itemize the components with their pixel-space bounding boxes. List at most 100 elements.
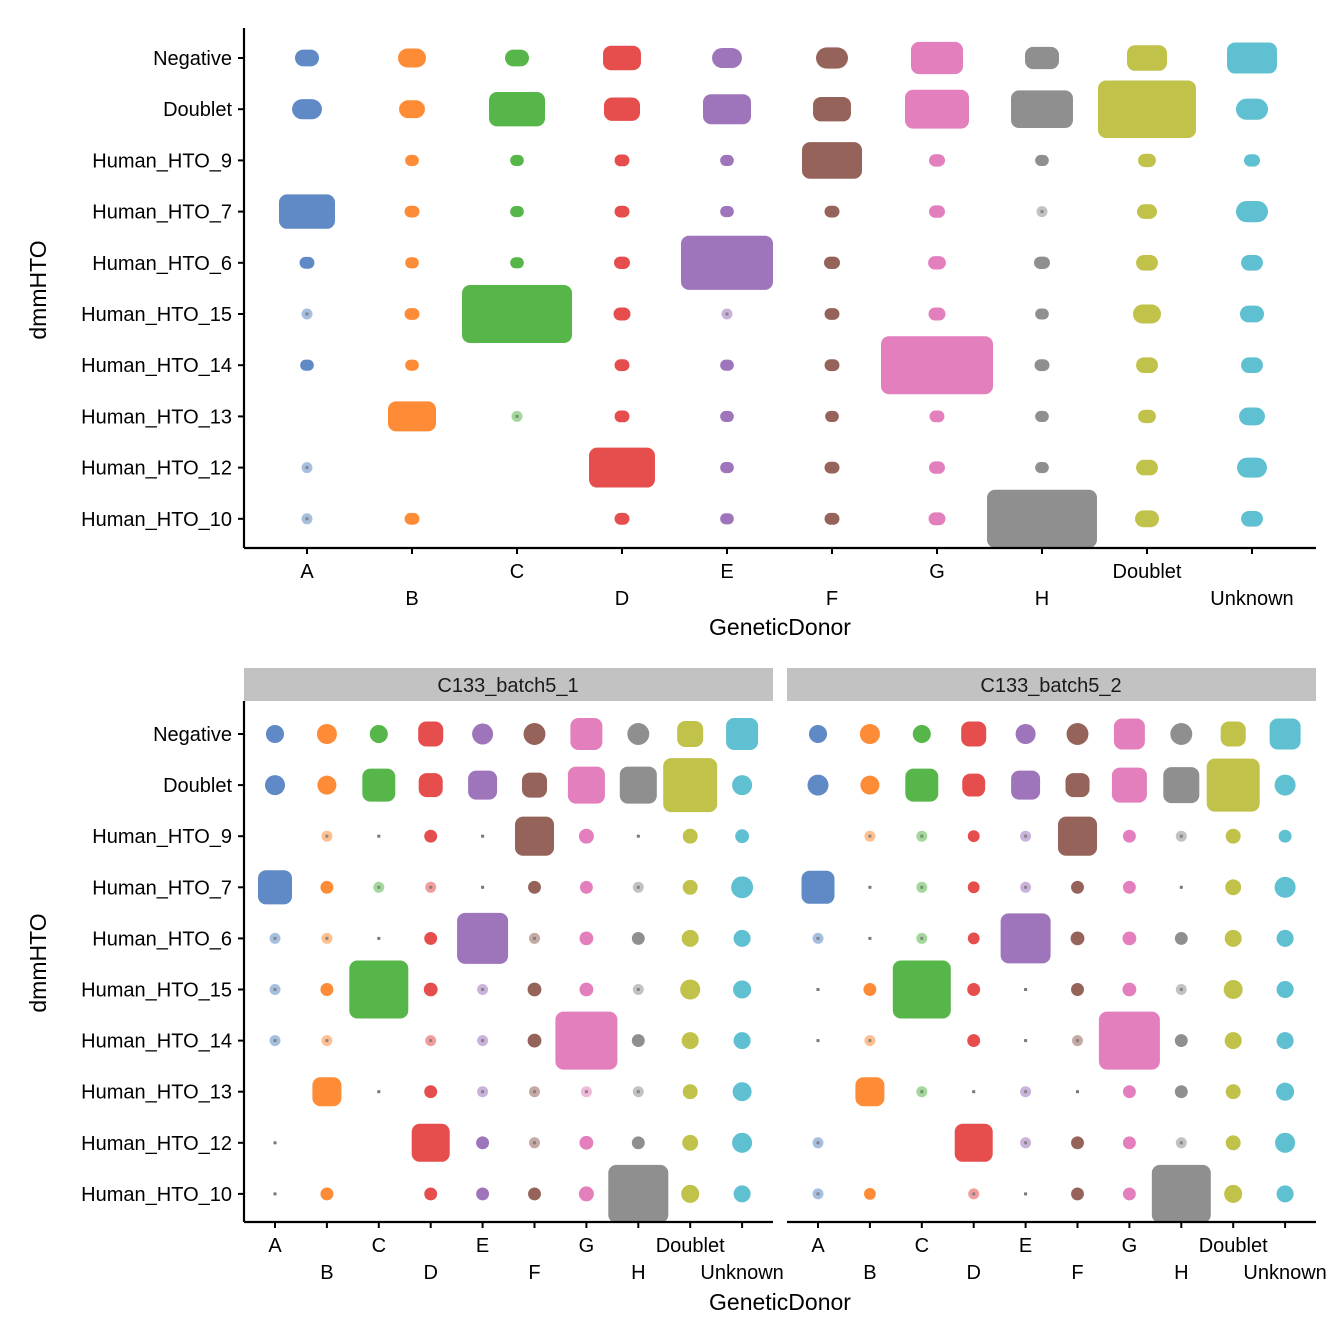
point-cloud-g-human_hto_6 [579,931,594,946]
point-cloud-a-human_hto_14 [300,359,314,371]
point-cloud-doublet-negative [1127,45,1167,71]
point-single-center [920,936,924,940]
point-empty-marker [868,885,872,889]
point-single-center [636,885,640,889]
point-cloud-d-human_hto_14 [614,359,630,372]
point-cloud-h-human_hto_6 [1034,256,1050,269]
point-cloud-e-human_hto_6 [681,235,773,290]
point-cloud-unknown-human_hto_13 [732,1082,752,1102]
point-cloud-unknown-human_hto_9 [1244,154,1260,167]
point-cloud-b-negative [316,723,337,745]
point-cloud-f-human_hto_12 [1071,1136,1084,1150]
point-single-center [816,1141,820,1145]
y-tick-label: Human_HTO_10 [81,1184,232,1206]
point-cloud-g-negative [570,718,603,750]
point-single-center [725,312,729,316]
point-cloud-doublet-human_hto_13 [682,1084,698,1100]
point-cloud-unknown-human_hto_14 [733,1032,751,1050]
point-cloud-a-negative [295,49,319,67]
point-cloud-g-human_hto_9 [578,828,594,844]
point-cloud-e-human_hto_6 [457,912,509,964]
point-single-center [325,834,329,838]
point-cloud-e-human_hto_7 [720,206,734,218]
point-single-center [972,1192,976,1196]
x-tick-label: B [320,1262,333,1284]
point-cloud-doublet-human_hto_7 [682,879,698,895]
x-tick-label: C [372,1235,386,1257]
point-single-center [816,936,820,940]
point-cloud-f-human_hto_15 [1071,983,1084,996]
point-cloud-unknown-human_hto_12 [732,1132,753,1153]
point-cloud-unknown-human_hto_7 [731,876,754,899]
point-single-center [1024,885,1028,889]
point-cloud-g-human_hto_6 [928,256,946,270]
point-cloud-c-negative [912,724,931,744]
point-cloud-b-human_hto_7 [320,880,334,894]
x-tick-label: F [528,1262,540,1284]
point-cloud-d-human_hto_15 [967,983,981,996]
x-tick-label: G [1122,1235,1138,1257]
point-empty-marker [816,988,820,991]
point-cloud-b-human_hto_13 [855,1077,885,1107]
point-cloud-h-negative [627,723,650,745]
point-cloud-unknown-human_hto_13 [1276,1082,1295,1101]
point-cloud-d-doublet [604,97,640,121]
point-cloud-unknown-human_hto_6 [733,929,751,947]
point-cloud-d-human_hto_10 [614,512,630,525]
point-single-center [1076,1039,1079,1043]
point-cloud-b-negative [859,723,880,745]
point-empty-marker [1024,1039,1028,1043]
point-cloud-f-human_hto_6 [824,256,840,269]
point-cloud-e-human_hto_12 [720,462,734,474]
point-cloud-d-human_hto_7 [614,205,630,218]
point-cloud-d-human_hto_7 [967,881,980,894]
point-cloud-g-human_hto_15 [579,982,594,997]
y-tick-label: Human_HTO_12 [81,1133,232,1155]
point-cloud-e-doublet [468,770,498,800]
point-cloud-doublet-human_hto_7 [1137,204,1157,219]
point-cloud-doublet-human_hto_14 [681,1032,699,1050]
point-empty-marker [1024,1192,1028,1196]
x-tick-label: H [1035,588,1049,610]
point-single-center [584,1090,588,1094]
point-cloud-f-negative [1066,723,1089,745]
point-empty-marker [481,834,485,838]
point-cloud-c-negative [505,49,529,67]
point-cloud-doublet-human_hto_7 [1225,879,1242,896]
point-cloud-g-negative [1113,718,1145,750]
x-tick-label: Unknown [700,1262,783,1284]
point-cloud-f-negative [523,723,546,745]
point-cloud-g-human_hto_14 [1098,1011,1160,1070]
point-cloud-f-doublet [521,772,548,798]
point-cloud-d-human_hto_12 [589,447,655,488]
point-cloud-h-human_hto_10 [987,489,1097,548]
point-cloud-h-human_hto_12 [1035,462,1049,474]
x-tick-label: E [720,561,733,583]
point-cloud-b-human_hto_13 [312,1077,342,1107]
x-tick-label: B [863,1262,876,1284]
point-cloud-unknown-negative [726,718,759,750]
point-cloud-g-human_hto_13 [1122,1085,1136,1099]
x-tick-label: C [510,561,524,583]
point-cloud-c-doublet [905,768,939,802]
point-cloud-c-human_hto_15 [892,960,951,1019]
point-cloud-unknown-human_hto_15 [733,980,752,999]
point-cloud-doublet-negative [677,720,704,748]
point-single-center [868,834,872,838]
point-cloud-f-human_hto_13 [825,410,839,422]
facet-strip [244,668,773,701]
point-cloud-e-negative [472,723,494,745]
point-cloud-f-human_hto_14 [527,1033,542,1048]
point-cloud-d-human_hto_12 [954,1123,993,1162]
point-cloud-b-negative [398,48,426,68]
point-cloud-unknown-doublet [1236,98,1268,120]
point-single-center [377,885,381,889]
y-tick-label: Human_HTO_6 [92,928,232,950]
point-cloud-e-human_hto_10 [476,1187,490,1201]
point-cloud-c-human_hto_15 [462,285,572,343]
point-cloud-h-human_hto_13 [1035,410,1049,422]
point-single-center [305,466,309,470]
point-single-center [305,517,309,521]
point-cloud-doublet-human_hto_9 [1138,153,1156,168]
point-single-center [481,988,485,991]
